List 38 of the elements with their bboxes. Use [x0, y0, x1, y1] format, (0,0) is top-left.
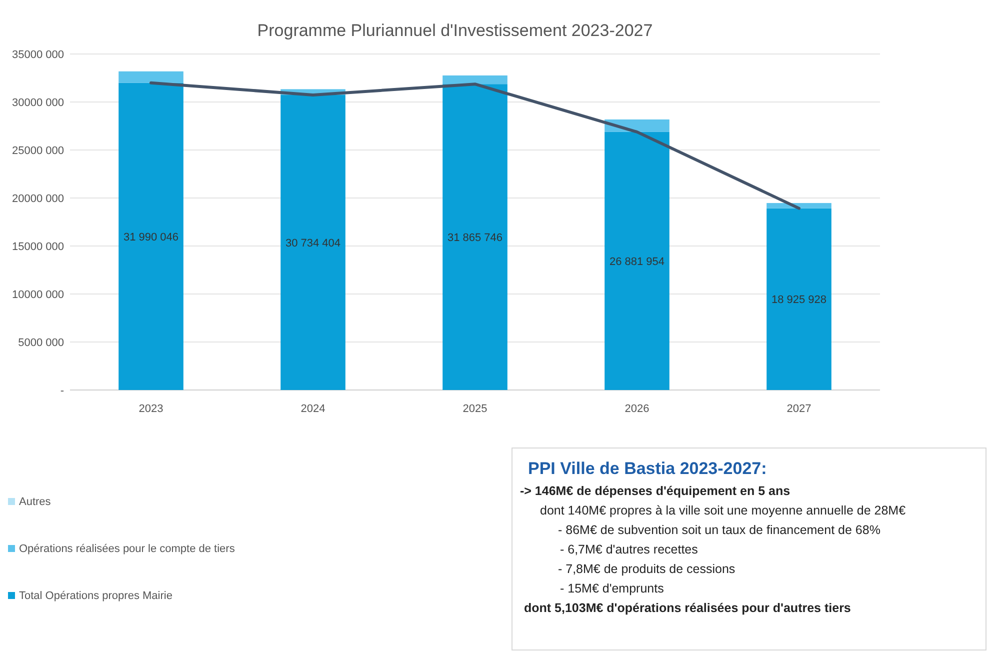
text: - 86M€ de subvention soit un taux de financement de 68% [558, 523, 880, 537]
y-tick-label: 30000 000 [12, 97, 64, 109]
text: PPI Ville de Bastia 2023-2027: [528, 459, 767, 478]
text: dont 5,103M€ d'opérations réalisées pour d'autres tiers [524, 601, 851, 615]
x-tick-label: 2026 [624, 403, 650, 415]
data-label: 30 734 404 [285, 237, 341, 250]
legend-label: Opérations réalisées pour le compte de tiers [19, 543, 236, 555]
bar [280, 94, 346, 390]
line-series [150, 81, 800, 210]
data-label: 31 990 046 [123, 231, 179, 244]
text: dont 140M€ propres à la ville soit une moyenne annuelle de 28M€ [540, 504, 906, 518]
text: - 6,7M€ d'autres recettes [560, 542, 698, 556]
y-tick-label: 25000 000 [12, 145, 64, 157]
y-tick-label: - [60, 385, 64, 397]
x-tick-label: 2025 [462, 403, 488, 415]
y-tick-label: 20000 000 [12, 193, 64, 205]
x-tick-label: 2024 [300, 403, 326, 415]
bar [766, 208, 832, 390]
data-label: 31 865 746 [447, 232, 503, 244]
bar [118, 71, 184, 83]
y-tick-label: 5000 000 [18, 337, 64, 349]
text: - 15M€ d'emprunts [560, 582, 664, 596]
chart-title: Programme Pluriannuel d'Investissement 2023-2027 [257, 21, 653, 40]
data-label: 18 925 928 [771, 294, 827, 306]
y-tick-label: 10000 000 [12, 289, 64, 301]
legend-label: Total Opérations propres Mairie [19, 590, 172, 602]
text: -> 146M€ de dépenses d'équipement en 5 ans [520, 484, 790, 498]
bar [604, 132, 670, 390]
x-tick-label: 2027 [786, 403, 812, 415]
data-label: 26 881 954 [609, 256, 665, 268]
bar [118, 82, 184, 390]
y-tick-label: 15000 000 [12, 241, 64, 253]
text: - 7,8M€ de produits de cessions [558, 562, 736, 576]
bar [442, 84, 508, 390]
bar [442, 75, 508, 84]
legend-label: Autres [19, 496, 52, 508]
y-tick-label: 35000 000 [12, 49, 64, 61]
x-tick-label: 2023 [138, 403, 164, 415]
